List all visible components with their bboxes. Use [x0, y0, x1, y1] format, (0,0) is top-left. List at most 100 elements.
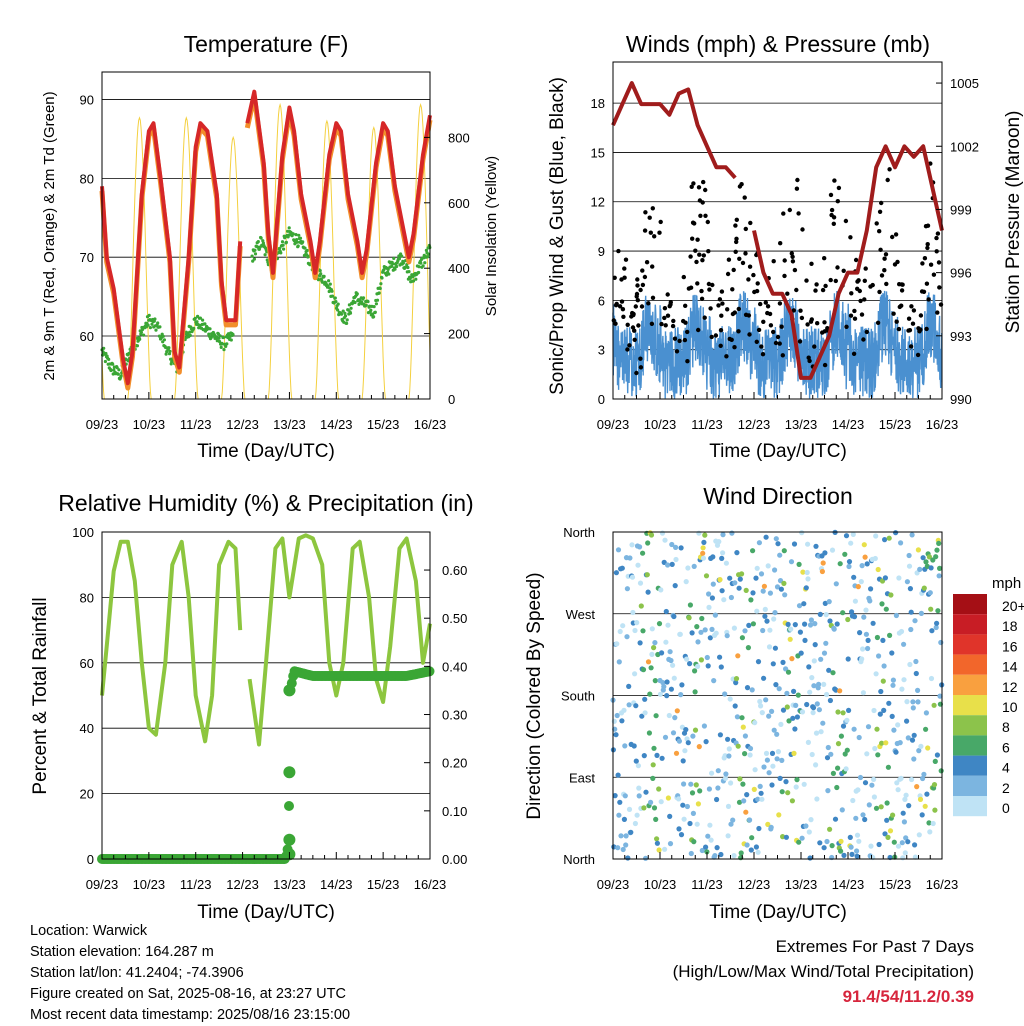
- dewpoint-point: [291, 232, 295, 236]
- gust-point: [828, 277, 833, 283]
- dewpoint-point: [374, 302, 378, 306]
- direction-point: [805, 576, 811, 582]
- direction-point: [873, 533, 879, 539]
- dewpoint-point: [349, 306, 353, 310]
- direction-point: [868, 586, 874, 592]
- direction-point: [826, 667, 832, 673]
- dewpoint-point: [256, 240, 260, 244]
- y-right-tick-label: 0.30: [442, 708, 467, 723]
- direction-point: [632, 820, 639, 827]
- direction-point: [829, 547, 836, 553]
- direction-point: [889, 650, 895, 656]
- dewpoint-point: [146, 323, 150, 327]
- direction-point: [809, 751, 815, 758]
- direction-point: [678, 545, 684, 551]
- direction-point: [799, 530, 805, 536]
- gust-point: [736, 329, 741, 334]
- direction-point: [669, 541, 675, 548]
- dewpoint-point: [298, 236, 303, 240]
- direction-point: [690, 733, 696, 739]
- temperature-xlabel: Time (Day/UTC): [197, 441, 335, 462]
- dewpoint-point: [316, 278, 321, 282]
- gust-point: [690, 236, 695, 241]
- gust-point: [634, 291, 640, 297]
- direction-point: [756, 825, 762, 832]
- direction-point: [808, 817, 814, 823]
- direction-point: [672, 583, 678, 589]
- direction-point: [830, 770, 837, 777]
- direction-point: [866, 802, 872, 808]
- direction-point: [929, 628, 935, 634]
- direction-point: [838, 848, 844, 854]
- direction-point: [648, 665, 654, 671]
- gust-point: [650, 295, 656, 300]
- direction-point: [791, 750, 797, 757]
- direction-point: [752, 767, 758, 773]
- direction-point: [926, 554, 933, 560]
- direction-point: [694, 624, 700, 630]
- direction-point: [740, 724, 746, 730]
- direction-point: [621, 707, 627, 713]
- temperature-2m-line: [100, 89, 432, 386]
- direction-point: [661, 684, 667, 690]
- direction-point: [665, 562, 671, 568]
- direction-point: [649, 651, 655, 658]
- direction-point: [651, 745, 657, 751]
- direction-point: [766, 713, 772, 719]
- direction-point: [679, 682, 685, 688]
- gust-point: [823, 283, 828, 289]
- direction-point: [663, 639, 669, 645]
- x-tick-label: 12/23: [226, 417, 259, 432]
- direction-point: [864, 751, 870, 757]
- direction-point: [659, 650, 665, 656]
- gust-point: [622, 266, 627, 271]
- direction-point: [616, 659, 622, 665]
- direction-point: [780, 707, 787, 713]
- gust-point: [720, 301, 725, 306]
- direction-point: [699, 847, 705, 854]
- direction-point: [867, 598, 873, 604]
- recent-text: Most recent data timestamp: 2025/08/16 2…: [30, 1007, 351, 1023]
- direction-point: [792, 622, 798, 628]
- legend-label: 12: [1002, 679, 1018, 695]
- gust-point: [780, 353, 785, 358]
- x-tick-label: 14/23: [320, 877, 353, 892]
- gust-point: [763, 300, 768, 305]
- y-right-tick-label: 999: [950, 202, 972, 217]
- gust-point: [831, 215, 837, 220]
- direction-point: [659, 530, 666, 536]
- gust-point: [734, 217, 739, 222]
- temperature-panel: Temperature (F) 60 70 80 90 0 200 400 600 800 0…: [41, 31, 500, 462]
- legend-swatch: [953, 755, 987, 776]
- direction-point: [825, 744, 831, 751]
- extremes-values: 91.4/54/11.2/0.39: [842, 987, 974, 1006]
- direction-point: [768, 824, 774, 830]
- direction-point: [763, 750, 770, 757]
- direction-point: [676, 738, 683, 744]
- direction-point: [911, 756, 917, 762]
- dewpoint-point: [279, 251, 283, 255]
- direction-point: [764, 757, 771, 763]
- direction-point: [788, 626, 794, 632]
- gust-point: [884, 281, 889, 287]
- dewpoint-point: [295, 240, 299, 244]
- gust-point: [809, 261, 814, 266]
- direction-point: [706, 604, 712, 611]
- direction-point: [703, 844, 709, 850]
- dewpoint-point: [203, 322, 207, 326]
- direction-point: [888, 592, 894, 598]
- gust-point: [621, 314, 626, 319]
- gust-point: [746, 313, 752, 318]
- direction-point: [798, 650, 804, 656]
- direction-point: [717, 654, 723, 660]
- direction-point: [879, 601, 885, 607]
- y-tick-label: 60: [80, 329, 94, 344]
- gust-point: [683, 320, 688, 325]
- gust-point: [922, 256, 928, 261]
- direction-point: [801, 601, 807, 607]
- direction-point: [917, 796, 924, 803]
- x-tick-label: 12/23: [738, 417, 771, 432]
- gust-point: [688, 254, 693, 259]
- gust-point: [703, 213, 708, 218]
- direction-point: [819, 568, 826, 575]
